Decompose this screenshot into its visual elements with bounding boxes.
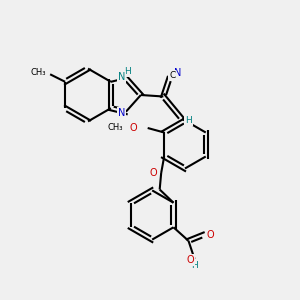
Text: N: N (118, 72, 125, 82)
Text: N: N (118, 108, 125, 118)
Text: O: O (150, 168, 158, 178)
Text: O: O (186, 255, 194, 265)
Text: O: O (206, 230, 214, 240)
Text: C: C (169, 71, 176, 80)
Text: H: H (185, 116, 192, 125)
Text: CH₃: CH₃ (30, 68, 46, 77)
Text: CH₃: CH₃ (108, 124, 123, 133)
Text: H: H (124, 67, 131, 76)
Text: O: O (130, 123, 137, 133)
Text: H: H (191, 261, 198, 270)
Text: N: N (174, 68, 182, 78)
